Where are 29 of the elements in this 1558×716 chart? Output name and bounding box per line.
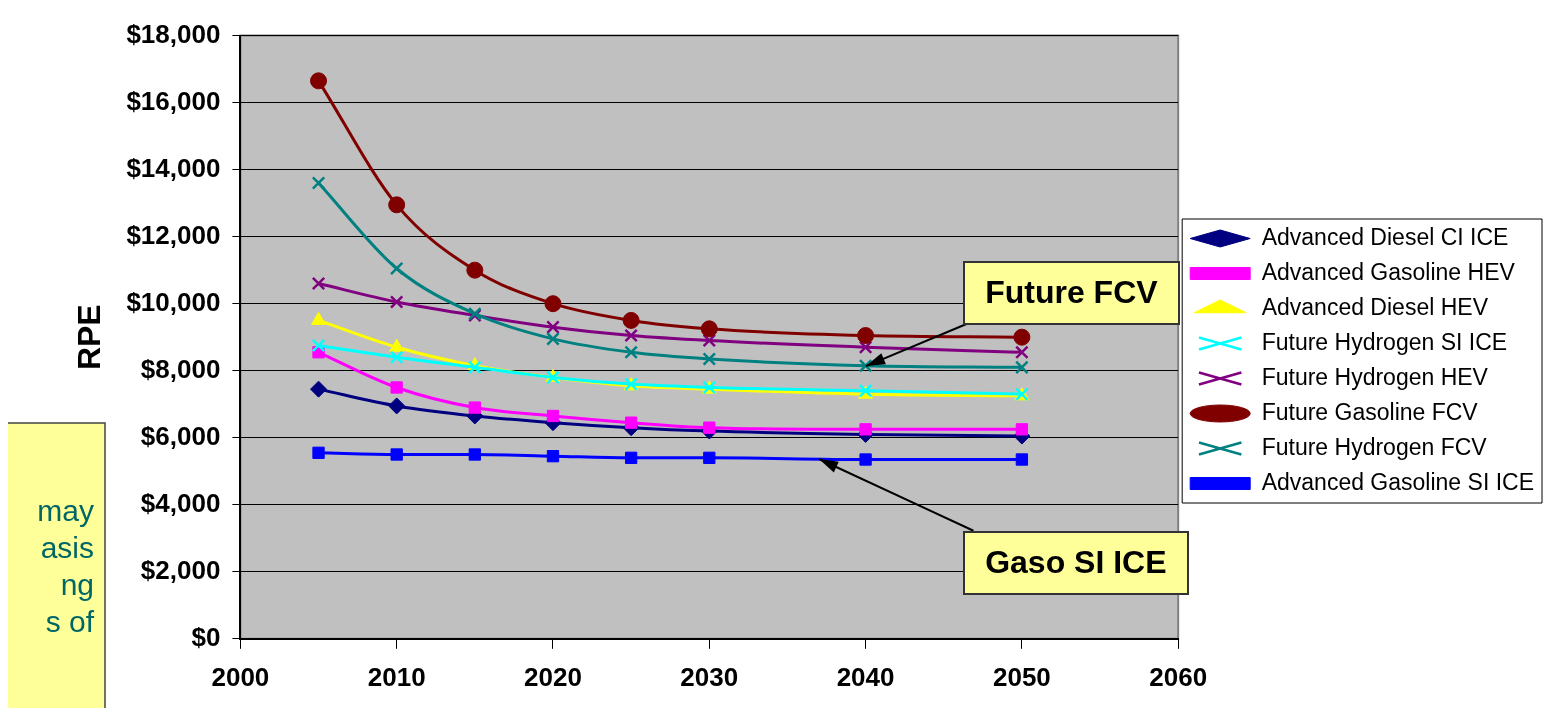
legend-label: Future Gasoline FCV [1261,398,1479,425]
x-tick-label: 2010 [367,661,426,692]
y-tick-label: $2,000 [140,554,221,585]
y-axis-title: RPE [71,304,108,371]
legend-label: Future Hydrogen HEV [1261,363,1489,390]
text: may asis ng s of [37,494,95,639]
y-tick-label: $6,000 [140,420,221,451]
y-tick-label: $10,000 [126,286,221,317]
annotation: Gaso SI ICE [963,530,1189,595]
x-tick-label: 2020 [524,661,582,692]
y-tick-label: $12,000 [126,219,221,250]
x-tick-label: 2030 [680,661,739,692]
x-tick-label: 2050 [992,661,1051,692]
legend-label: Future Hydrogen SI ICE [1261,328,1508,355]
legend-label: Future Hydrogen FCV [1261,433,1488,460]
legend-label: Advanced Diesel HEV [1261,293,1489,320]
x-tick-label: 2000 [211,661,270,692]
x-tick-label: 2060 [1149,661,1208,692]
y-tick-label: $0 [191,621,221,652]
y-tick-label: $18,000 [126,18,221,49]
legend-label: Advanced Diesel CI ICE [1261,223,1509,250]
legend-label: Advanced Gasoline HEV [1261,258,1516,285]
y-tick-label: $14,000 [126,152,221,183]
annotation: Future FCV [963,260,1180,325]
y-tick-label: $4,000 [140,487,221,518]
y-tick-label: $16,000 [126,85,221,116]
legend-label: Advanced Gasoline SI ICE [1261,468,1535,495]
x-tick-label: 2040 [836,661,895,692]
y-tick-label: $8,000 [140,353,221,384]
